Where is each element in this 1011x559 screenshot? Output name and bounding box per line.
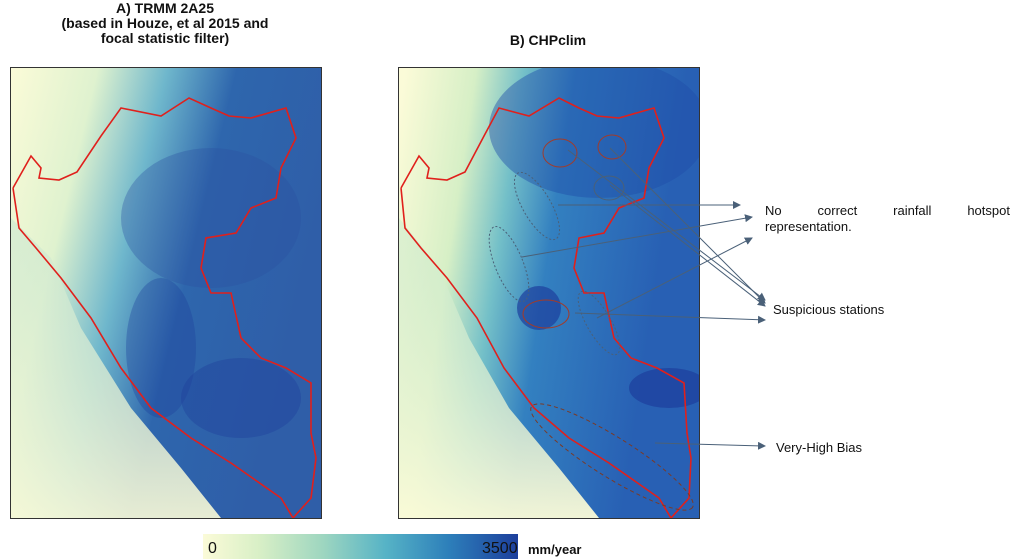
map-panel-b	[398, 67, 700, 519]
arrow-right-icon	[521, 214, 753, 258]
annotation-very-high-bias: Very-High Bias	[776, 440, 862, 455]
annotation-hotspot: No correct rainfall hotspot representati…	[765, 203, 1010, 235]
colorbar	[203, 534, 518, 559]
colorbar-max-label: 3500	[482, 540, 518, 557]
suspicious-station-circle-4	[522, 299, 570, 329]
coastal-dry-zone-b	[399, 218, 599, 518]
arrow-right-icon	[609, 184, 766, 307]
annotation-hotspot-word: correct	[817, 203, 858, 218]
colorbar-unit-label: mm/year	[528, 542, 582, 557]
coastal-dry-zone-a	[11, 218, 221, 518]
panel-b-title: B) CHPclim	[509, 32, 587, 48]
country-border-a	[12, 97, 317, 518]
panel-a-title-line1: A) TRMM 2A25	[115, 0, 214, 16]
annotation-hotspot-word: rainfall	[893, 203, 932, 218]
panel-a-title: A) TRMM 2A25 (based in Houze, et al 2015…	[10, 1, 320, 46]
country-border-b	[400, 97, 692, 518]
arrow-right-icon	[596, 237, 753, 319]
annotation-hotspot-line2: representation.	[765, 219, 852, 234]
bias-ellipse	[530, 403, 694, 511]
colorbar-min-label: 0	[208, 540, 217, 557]
wet-zone-a	[121, 148, 301, 288]
suspicious-station-circle-2	[597, 134, 627, 160]
arrow-right-icon	[609, 147, 766, 304]
panel-a-title-line3: focal statistic filter)	[100, 30, 230, 46]
arrow-right-icon	[567, 149, 766, 301]
annotation-suspicious-stations: Suspicious stations	[773, 302, 885, 317]
annotation-hotspot-word: hotspot	[967, 203, 1010, 218]
hotspot-ellipse-2	[488, 226, 530, 302]
arrow-right-icon	[654, 441, 766, 450]
arrow-right-icon	[574, 312, 766, 324]
map-panel-a	[10, 67, 322, 519]
annotation-hotspot-word: No	[765, 203, 782, 218]
hotspot-ellipse-3	[577, 290, 621, 356]
suspicious-station-circle-3	[593, 175, 625, 201]
panel-a-title-line2: (based in Houze, et al 2015 and	[61, 15, 269, 31]
suspicious-station-circle-1	[542, 138, 578, 168]
